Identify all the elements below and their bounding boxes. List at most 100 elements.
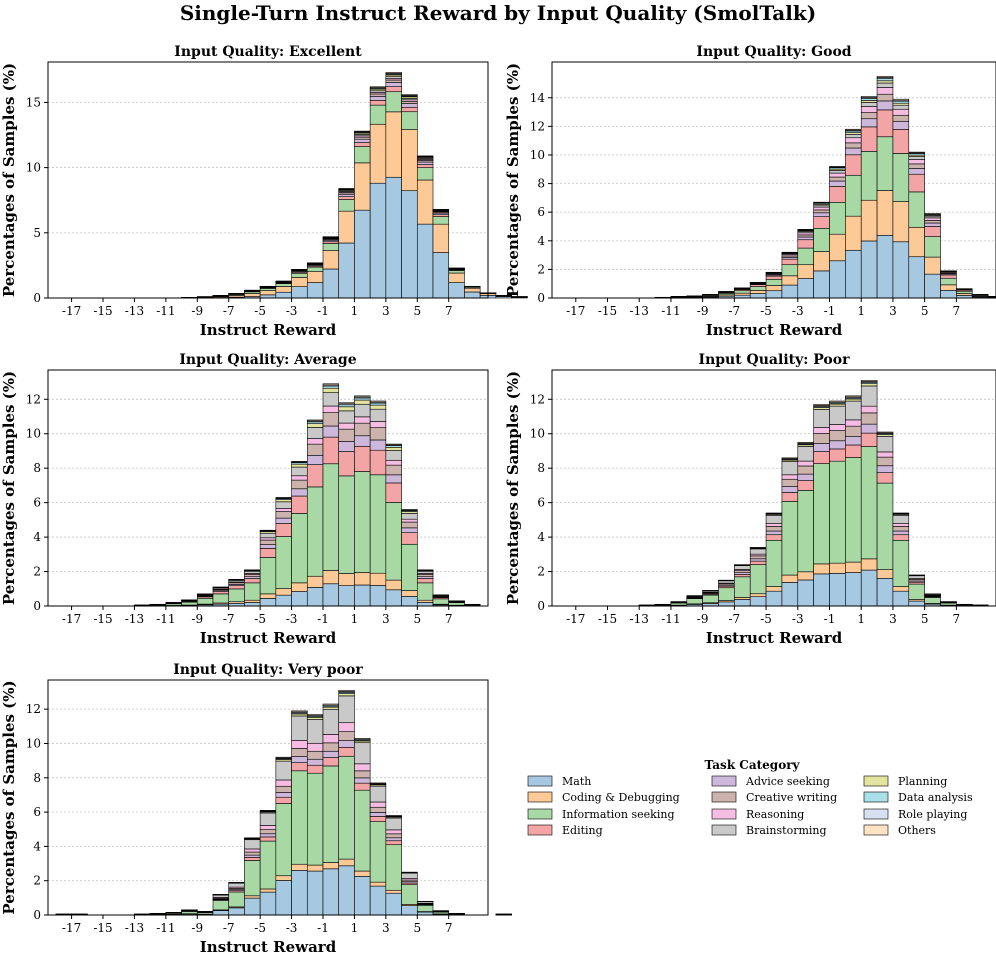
x-tick-label: -3: [792, 612, 804, 626]
legend-item: Brainstorming: [711, 824, 827, 837]
bar-segment: [259, 840, 277, 890]
bar-segment: [734, 599, 751, 607]
bar-segment: [860, 126, 878, 152]
bar-segment: [369, 801, 387, 808]
bar-segment: [892, 586, 910, 592]
bar-segment: [322, 436, 340, 465]
bar-segment: [401, 590, 418, 597]
x-tick-label: 5: [413, 612, 421, 626]
bar-segment: [829, 403, 846, 407]
bar-segment: [385, 111, 402, 178]
bar-segment: [845, 147, 862, 156]
x-tick-label: -9: [191, 921, 203, 935]
legend-label: Math: [562, 775, 591, 788]
bar-segment: [781, 264, 799, 277]
bar-segment: [749, 290, 767, 294]
bar-segment: [228, 907, 245, 916]
bar-segment: [338, 689, 355, 692]
x-tick-label: 3: [889, 304, 897, 318]
bar-segment: [369, 812, 387, 817]
bar-segment: [734, 570, 751, 573]
bar-segment: [259, 593, 277, 599]
bar-segment: [354, 789, 371, 872]
y-axis-label: Percentages of Samples (%): [504, 63, 522, 297]
bar-segment: [275, 880, 292, 916]
bar-segment: [291, 715, 308, 741]
bar-segment: [369, 427, 387, 441]
legend-label: Data analysis: [898, 791, 973, 804]
bar-segment: [306, 438, 324, 445]
bar-segment: [829, 166, 846, 168]
bar-segment: [765, 285, 783, 292]
bar-segment: [876, 482, 894, 570]
x-tick-label: -17: [566, 304, 585, 318]
x-tick-label: -13: [630, 612, 649, 626]
bar-segment: [940, 290, 957, 299]
legend-item: Advice seeking: [711, 775, 830, 788]
y-tick-label: 12: [530, 119, 545, 133]
bar-segment: [734, 597, 751, 600]
legend-item: Coding & Debugging: [527, 791, 680, 804]
y-tick-label: 4: [537, 234, 545, 248]
y-tick-label: 8: [537, 177, 545, 191]
bar-segment: [291, 713, 308, 717]
x-tick-label: -13: [125, 921, 144, 935]
bar-segment: [432, 598, 450, 605]
bar-segment: [813, 443, 830, 452]
bar-segment: [876, 87, 894, 95]
bar-segment: [354, 146, 371, 164]
bar-segment: [892, 241, 910, 299]
bar-segment: [401, 94, 418, 96]
bar-segment: [892, 114, 910, 122]
bar-segment: [275, 508, 292, 512]
bar-segment: [845, 154, 862, 176]
bar-segment: [306, 870, 324, 916]
x-tick-label: -15: [93, 304, 112, 318]
bar-segment: [259, 891, 277, 916]
bar-segment: [275, 796, 292, 804]
bar-segment: [401, 532, 418, 545]
bar-segment: [829, 176, 846, 182]
bar-segment: [244, 851, 261, 856]
bar-segment: [306, 750, 324, 760]
x-tick-label: -5: [760, 612, 772, 626]
y-tick-label: 6: [33, 805, 41, 819]
y-tick-label: 0: [33, 908, 41, 922]
bar-segment: [369, 93, 387, 97]
bar-segment: [228, 588, 245, 603]
y-tick-label: 12: [530, 392, 545, 406]
bar-segment: [829, 424, 846, 431]
bar-segment: [244, 574, 261, 577]
bar-segment: [354, 399, 371, 405]
bar-segment: [291, 513, 308, 584]
bar-segment: [876, 76, 894, 78]
x-tick-label: -7: [729, 304, 741, 318]
bar-segment: [813, 463, 830, 565]
bar-segment: [813, 573, 830, 607]
bar-segment: [876, 136, 894, 191]
bar-segment: [275, 499, 292, 503]
bar-segment: [354, 876, 371, 916]
bar-segment: [338, 406, 355, 412]
x-tick-label: 7: [445, 921, 453, 935]
bar-segment: [860, 98, 878, 101]
bar-segment: [306, 486, 324, 577]
legend-label: Role playing: [898, 808, 967, 821]
bar-segment: [829, 573, 846, 607]
bar-segment: [876, 78, 894, 82]
bar-segment: [338, 573, 355, 586]
bar-segment: [354, 777, 371, 784]
bar-segment: [322, 387, 340, 393]
bar-segment: [385, 889, 402, 894]
bar-segment: [908, 173, 925, 193]
bar-segment: [845, 444, 862, 458]
x-tick-label: -13: [125, 612, 144, 626]
bar-segment: [244, 599, 261, 603]
bar-segment: [749, 286, 767, 291]
x-tick-label: -17: [566, 612, 585, 626]
y-tick-label: 15: [26, 95, 41, 109]
bar-segment: [924, 273, 941, 299]
bar-segment: [813, 407, 830, 410]
bar-segment: [369, 816, 387, 822]
